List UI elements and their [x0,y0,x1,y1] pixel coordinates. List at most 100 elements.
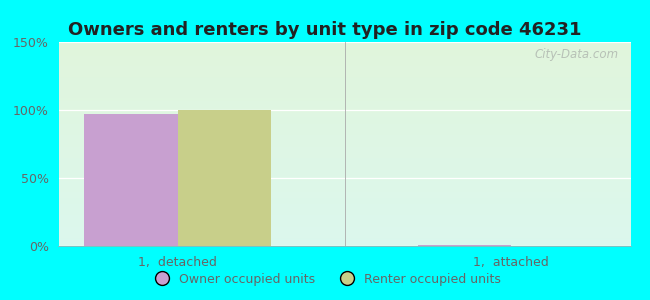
Bar [58,103,630,104]
Bar [58,192,630,193]
Bar [58,175,630,176]
Bar [58,224,630,225]
Bar [58,44,630,45]
Text: City-Data.com: City-Data.com [535,48,619,61]
Bar [58,145,630,146]
Bar [58,134,630,135]
Bar [58,104,630,105]
Bar [58,226,630,227]
Bar [58,61,630,62]
Bar [58,197,630,198]
Bar [58,241,630,242]
Legend: Owner occupied units, Renter occupied units: Owner occupied units, Renter occupied un… [144,268,506,291]
Bar [58,152,630,153]
Bar [58,107,630,108]
Bar [58,81,630,82]
Bar [58,138,630,139]
Bar [58,42,630,43]
Bar [58,194,630,195]
Bar [58,79,630,80]
Bar [58,147,630,148]
Bar [58,72,630,73]
Bar [58,87,630,88]
Bar [58,231,630,232]
Bar [58,144,630,145]
Bar [58,69,630,70]
Bar [58,136,630,137]
Bar [58,208,630,209]
Bar [58,101,630,102]
Bar [58,51,630,52]
Bar [58,177,630,178]
Bar [58,165,630,166]
Bar [58,111,630,112]
Bar [58,124,630,125]
Bar [58,195,630,196]
Bar [58,191,630,192]
Bar [58,110,630,111]
Bar [58,178,630,179]
Bar [58,174,630,175]
Bar [58,45,630,46]
Bar [58,139,630,140]
Bar [58,137,630,138]
Bar [58,68,630,69]
Bar [58,218,630,219]
Bar [58,105,630,106]
Bar [58,183,630,184]
Bar [58,73,630,74]
Bar [58,176,630,177]
Bar [58,125,630,126]
Bar [58,190,630,191]
Bar [58,185,630,186]
Bar [58,245,630,246]
Bar [58,109,630,110]
Text: Owners and renters by unit type in zip code 46231: Owners and renters by unit type in zip c… [68,21,582,39]
Bar [58,92,630,93]
Bar [58,112,630,113]
Bar [58,189,630,190]
Bar [58,157,630,158]
Bar [58,162,630,163]
Bar [58,141,630,142]
Bar [58,237,630,238]
Bar [58,154,630,155]
Bar [58,115,630,116]
Bar [58,151,630,152]
Bar [58,58,630,59]
Bar [58,93,630,94]
Bar [58,215,630,216]
Bar [58,123,630,124]
Bar [58,67,630,68]
Bar [58,233,630,234]
Bar [58,98,630,99]
Bar [178,110,271,246]
Bar [58,206,630,207]
Bar [58,222,630,223]
Bar [58,90,630,91]
Bar [58,229,630,230]
Bar [58,236,630,237]
Bar [58,108,630,109]
Bar [58,89,630,90]
Bar [58,113,630,114]
Bar [58,83,630,84]
Bar [58,219,630,220]
Bar [58,223,630,224]
Bar [58,217,630,218]
Bar [58,80,630,81]
Bar [58,94,630,95]
Bar [58,119,630,120]
Bar [58,220,630,221]
Bar [58,235,630,236]
Bar [58,179,630,180]
Bar [58,88,630,89]
Bar [58,66,630,67]
Bar [58,63,630,64]
Bar [58,203,630,204]
Bar [58,49,630,50]
Bar [58,200,630,201]
Bar [58,212,630,213]
Bar [58,158,630,159]
Bar [58,120,630,121]
